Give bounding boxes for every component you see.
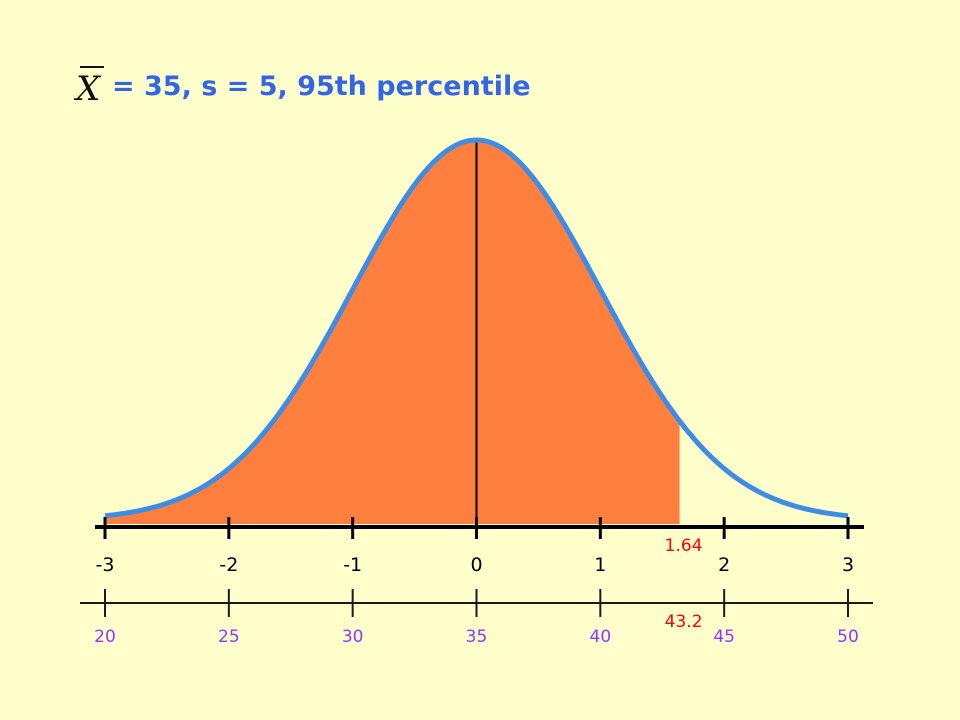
- x-tick-label: 50: [837, 627, 859, 647]
- marker-label: 43.2: [665, 612, 703, 632]
- z-tick-label: 1: [594, 554, 606, 576]
- z-tick-label: -1: [343, 554, 362, 576]
- chart-title: X = 35, s = 5, 95th percentile: [73, 66, 531, 109]
- marker-label: 1.64: [665, 536, 703, 556]
- marker-labels: 1.64 43.2: [665, 536, 703, 632]
- xbar-symbol: X: [73, 69, 102, 109]
- title-text: = 35, s = 5, 95th percentile: [112, 71, 531, 102]
- normal-curve: [104, 137, 849, 519]
- x-tick-label: 40: [590, 627, 612, 647]
- z-tick-label: 0: [470, 554, 482, 576]
- z-tick-label: 3: [842, 554, 854, 576]
- x-tick-label: 45: [713, 627, 735, 647]
- x-tick-label: 30: [342, 627, 364, 647]
- z-tick-label: -2: [219, 554, 238, 576]
- x-tick-label: 20: [94, 627, 116, 647]
- z-tick-label: -3: [96, 554, 115, 576]
- z-tick-label: 2: [718, 554, 730, 576]
- z-axis: -3 -2 -1 0 1 2 3: [95, 517, 864, 576]
- x-axis: 20 25 30 35 40 45 50: [80, 589, 873, 647]
- x-tick-label: 25: [218, 627, 240, 647]
- x-tick-label: 35: [466, 627, 488, 647]
- shaded-area: [105, 140, 680, 524]
